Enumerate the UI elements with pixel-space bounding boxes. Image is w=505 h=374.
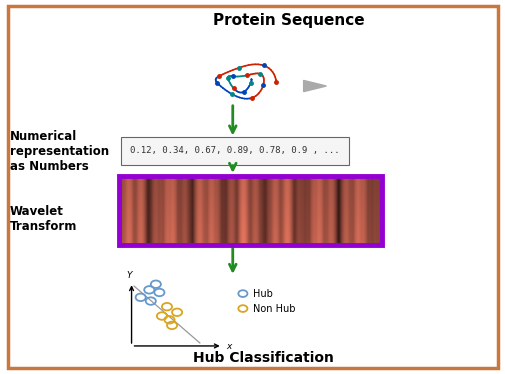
Text: 0.12, 0.34, 0.67, 0.89, 0.78, 0.9 , ...: 0.12, 0.34, 0.67, 0.89, 0.78, 0.9 , ... xyxy=(130,146,339,155)
Text: Non Hub: Non Hub xyxy=(252,304,295,313)
Text: x: x xyxy=(226,342,231,351)
Text: Wavelet
Transform: Wavelet Transform xyxy=(10,205,77,233)
Text: Hub Classification: Hub Classification xyxy=(192,351,333,365)
Text: Hub: Hub xyxy=(252,289,272,298)
Polygon shape xyxy=(303,80,326,92)
Text: Numerical
representation
as Numbers: Numerical representation as Numbers xyxy=(10,130,109,173)
Text: Y: Y xyxy=(126,271,131,280)
FancyBboxPatch shape xyxy=(121,137,348,165)
Text: Protein Sequence: Protein Sequence xyxy=(212,13,364,28)
